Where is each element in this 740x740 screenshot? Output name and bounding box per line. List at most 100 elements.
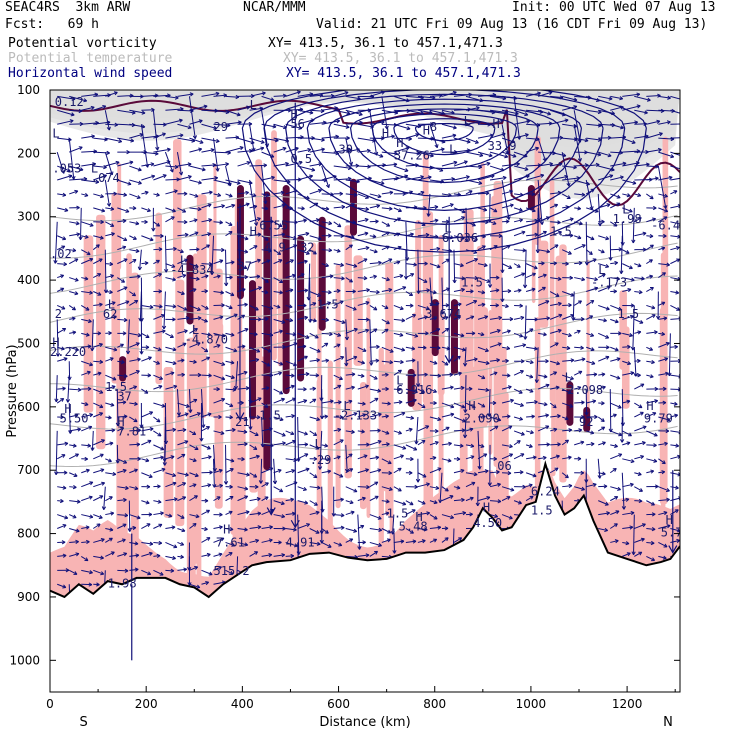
wind-vector-head bbox=[399, 274, 404, 279]
wind-vector-head bbox=[364, 217, 369, 223]
wind-vector-head bbox=[339, 415, 344, 420]
wind-vector-head bbox=[60, 346, 65, 351]
wind-vector bbox=[658, 176, 673, 181]
wind-vector-head bbox=[221, 204, 225, 209]
wind-vector-head bbox=[650, 469, 655, 474]
wind-vector bbox=[501, 190, 513, 195]
wind-vector-head bbox=[277, 251, 282, 256]
wind-vector-head bbox=[161, 325, 167, 330]
wind-vector-head bbox=[360, 524, 365, 529]
wind-vector bbox=[261, 539, 273, 543]
wind-vector bbox=[536, 347, 539, 383]
wind-vector-head bbox=[396, 217, 401, 222]
wind-vector-head bbox=[662, 386, 667, 391]
wind-vector bbox=[441, 109, 455, 114]
wind-vector bbox=[634, 95, 651, 101]
wind-vector-head bbox=[259, 106, 264, 111]
wind-vector bbox=[538, 163, 553, 167]
wind-vector bbox=[549, 231, 562, 237]
wind-vector-head bbox=[207, 203, 212, 208]
wind-vector-head bbox=[578, 428, 583, 433]
wind-vector bbox=[658, 332, 665, 335]
wind-vector bbox=[381, 96, 388, 130]
wind-vector-head bbox=[123, 258, 128, 263]
wind-vector-head bbox=[229, 570, 234, 575]
wind-vector bbox=[646, 412, 657, 418]
wind-vector-head bbox=[244, 275, 249, 280]
wind-vector-head bbox=[616, 194, 621, 199]
wind-vector-head bbox=[321, 147, 325, 152]
wind-vector-head bbox=[316, 358, 320, 363]
contour-label: 1.5 bbox=[461, 275, 483, 289]
wind-vector-head bbox=[385, 499, 390, 504]
wind-vector bbox=[405, 540, 417, 543]
wind-vector bbox=[321, 221, 332, 225]
wind-vector bbox=[285, 440, 296, 446]
wind-vector-head bbox=[406, 126, 411, 131]
wind-vector-head bbox=[604, 527, 609, 533]
wind-vector-head bbox=[512, 153, 517, 158]
wind-vector bbox=[537, 425, 549, 432]
wind-vector bbox=[357, 247, 370, 251]
wind-vector bbox=[513, 151, 528, 157]
wind-vector bbox=[273, 416, 284, 421]
wind-vector-head bbox=[245, 202, 250, 207]
wind-vector-head bbox=[399, 306, 404, 311]
wind-vector bbox=[165, 134, 184, 139]
wind-vector bbox=[489, 165, 505, 171]
wind-vector-head bbox=[302, 344, 307, 349]
wind-vector bbox=[345, 109, 363, 116]
wind-vector bbox=[333, 428, 341, 432]
wind-vector bbox=[93, 514, 103, 519]
wind-vector-head bbox=[327, 233, 332, 238]
wind-vector bbox=[622, 458, 635, 463]
wind-vector-head bbox=[279, 488, 284, 493]
wind-vector bbox=[189, 412, 201, 418]
wind-vector bbox=[69, 165, 84, 171]
wind-vector bbox=[189, 317, 202, 320]
wind-vector bbox=[213, 469, 223, 474]
wind-vector bbox=[249, 205, 257, 209]
wind-vector-head bbox=[445, 426, 450, 431]
wind-vector-head bbox=[228, 510, 233, 515]
wind-vector bbox=[453, 537, 462, 543]
wind-vector bbox=[489, 500, 501, 503]
wind-vector-head bbox=[148, 512, 153, 517]
wind-vector-head bbox=[546, 216, 550, 221]
wind-vector-head bbox=[240, 400, 244, 405]
wind-vector-head bbox=[665, 341, 670, 346]
wind-vector-head bbox=[553, 427, 558, 432]
wind-vector-head bbox=[260, 146, 265, 151]
wind-vector bbox=[429, 263, 441, 268]
wind-vector-head bbox=[654, 399, 659, 404]
wind-vector bbox=[586, 123, 602, 127]
wind-vector bbox=[369, 151, 384, 158]
wind-vector bbox=[225, 165, 231, 187]
wind-vector bbox=[501, 151, 517, 158]
wind-vector bbox=[501, 399, 514, 404]
wind-vector-head bbox=[304, 315, 309, 320]
wind-vector-head bbox=[437, 467, 442, 472]
wind-vector bbox=[117, 246, 126, 251]
wind-vector bbox=[357, 514, 361, 550]
wind-vector-head bbox=[481, 403, 486, 408]
wind-vector bbox=[586, 430, 594, 434]
wind-vector bbox=[381, 430, 390, 435]
wind-vector bbox=[213, 398, 225, 404]
wind-vector bbox=[345, 386, 355, 390]
wind-vector bbox=[477, 430, 481, 470]
wind-vector-head bbox=[384, 125, 389, 130]
wind-vector bbox=[189, 360, 197, 363]
wind-vector-head bbox=[438, 499, 443, 504]
wind-vector-head bbox=[567, 390, 572, 395]
wind-vector bbox=[261, 110, 268, 147]
wind-vector-head bbox=[219, 483, 223, 488]
wind-vector bbox=[513, 175, 530, 181]
wind-vector-head bbox=[263, 200, 268, 205]
wind-vector-head bbox=[569, 275, 574, 280]
wind-vector bbox=[105, 91, 118, 97]
wind-vector bbox=[333, 384, 342, 390]
wind-vector bbox=[597, 458, 601, 479]
wind-vector bbox=[573, 330, 581, 334]
wind-vector bbox=[165, 95, 179, 99]
